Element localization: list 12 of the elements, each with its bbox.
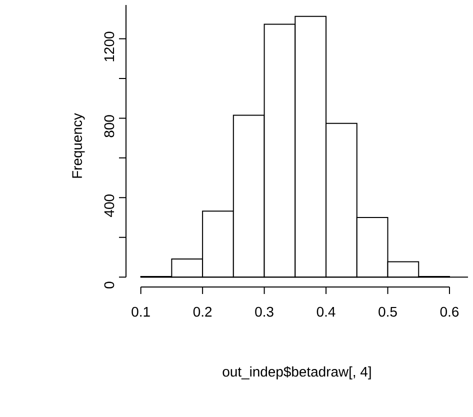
y-tick-label: 0 bbox=[104, 282, 114, 288]
y-tick-label: 800 bbox=[104, 115, 114, 138]
x-tick-label: 0.6 bbox=[440, 306, 459, 317]
x-tick-label: 0.2 bbox=[193, 306, 212, 317]
y-tick-label: 400 bbox=[104, 194, 114, 217]
x-axis-title: out_indep$betadraw[, 4] bbox=[222, 366, 371, 380]
x-tick-label: 0.5 bbox=[378, 306, 397, 317]
y-tick-label: 1200 bbox=[104, 32, 114, 62]
x-tick-label: 0.1 bbox=[132, 306, 150, 317]
y-axis-title: Frequency bbox=[72, 113, 85, 178]
x-tick-label: 0.4 bbox=[316, 306, 336, 317]
x-tick-label: 0.3 bbox=[255, 306, 274, 317]
